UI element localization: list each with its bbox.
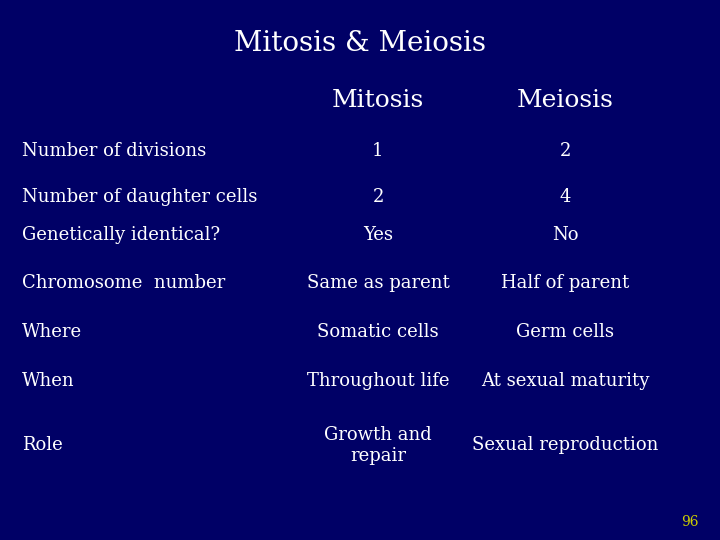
Text: Role: Role xyxy=(22,436,63,455)
Text: Sexual reproduction: Sexual reproduction xyxy=(472,436,658,455)
Text: Mitosis & Meiosis: Mitosis & Meiosis xyxy=(234,30,486,57)
Text: Throughout life: Throughout life xyxy=(307,372,449,390)
Text: Chromosome  number: Chromosome number xyxy=(22,274,225,293)
Text: 96: 96 xyxy=(681,515,698,529)
Text: Genetically identical?: Genetically identical? xyxy=(22,226,220,244)
Text: 2: 2 xyxy=(559,142,571,160)
Text: Growth and
repair: Growth and repair xyxy=(324,426,432,465)
Text: 2: 2 xyxy=(372,188,384,206)
Text: Half of parent: Half of parent xyxy=(501,274,629,293)
Text: No: No xyxy=(552,226,578,244)
Text: When: When xyxy=(22,372,74,390)
Text: Somatic cells: Somatic cells xyxy=(318,323,438,341)
Text: Meiosis: Meiosis xyxy=(517,89,613,112)
Text: Mitosis: Mitosis xyxy=(332,89,424,112)
Text: Germ cells: Germ cells xyxy=(516,323,614,341)
Text: Number of divisions: Number of divisions xyxy=(22,142,206,160)
Text: 1: 1 xyxy=(372,142,384,160)
Text: Where: Where xyxy=(22,323,82,341)
Text: Number of daughter cells: Number of daughter cells xyxy=(22,188,257,206)
Text: Same as parent: Same as parent xyxy=(307,274,449,293)
Text: At sexual maturity: At sexual maturity xyxy=(481,372,649,390)
Text: 4: 4 xyxy=(559,188,571,206)
Text: Yes: Yes xyxy=(363,226,393,244)
